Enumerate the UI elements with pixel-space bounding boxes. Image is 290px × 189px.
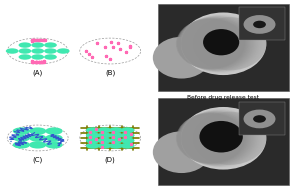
Text: (A): (A): [32, 70, 43, 76]
Ellipse shape: [181, 110, 259, 167]
Ellipse shape: [86, 132, 100, 138]
Ellipse shape: [176, 18, 246, 69]
Bar: [239, 7, 284, 40]
Text: (B): (B): [105, 70, 115, 76]
Ellipse shape: [177, 113, 247, 164]
Ellipse shape: [253, 115, 266, 123]
Ellipse shape: [45, 127, 63, 135]
Ellipse shape: [121, 138, 135, 143]
Bar: [158, 4, 289, 91]
Ellipse shape: [181, 15, 259, 72]
Ellipse shape: [179, 111, 253, 165]
Ellipse shape: [86, 143, 100, 149]
Text: Before drug release test: Before drug release test: [187, 94, 259, 99]
Ellipse shape: [153, 131, 210, 173]
Ellipse shape: [86, 127, 100, 133]
Ellipse shape: [57, 48, 70, 54]
Ellipse shape: [29, 141, 46, 149]
Ellipse shape: [178, 17, 251, 70]
Ellipse shape: [109, 127, 123, 133]
Ellipse shape: [200, 121, 243, 153]
Ellipse shape: [178, 17, 250, 70]
Ellipse shape: [180, 16, 256, 72]
Ellipse shape: [109, 143, 123, 149]
Ellipse shape: [45, 134, 63, 142]
Ellipse shape: [244, 15, 276, 34]
Ellipse shape: [13, 134, 30, 142]
Bar: [158, 98, 289, 185]
Ellipse shape: [244, 110, 276, 128]
Ellipse shape: [45, 141, 63, 149]
Ellipse shape: [193, 112, 266, 165]
Ellipse shape: [176, 113, 246, 164]
Ellipse shape: [121, 132, 135, 138]
Text: (D): (D): [105, 156, 116, 163]
Ellipse shape: [97, 138, 111, 143]
Ellipse shape: [6, 48, 19, 54]
Ellipse shape: [181, 15, 260, 73]
Ellipse shape: [97, 132, 111, 138]
Ellipse shape: [19, 48, 31, 54]
Text: (C): (C): [32, 156, 43, 163]
Ellipse shape: [19, 54, 31, 60]
Ellipse shape: [193, 17, 266, 70]
Ellipse shape: [13, 141, 30, 149]
Ellipse shape: [180, 107, 266, 170]
Ellipse shape: [182, 109, 262, 167]
Ellipse shape: [179, 111, 254, 166]
Ellipse shape: [109, 138, 123, 143]
Ellipse shape: [153, 37, 210, 79]
Ellipse shape: [179, 17, 253, 71]
Ellipse shape: [86, 138, 100, 143]
Ellipse shape: [180, 110, 258, 167]
Ellipse shape: [19, 42, 31, 48]
Ellipse shape: [177, 18, 247, 69]
Ellipse shape: [29, 127, 46, 135]
Ellipse shape: [177, 112, 249, 164]
Ellipse shape: [31, 48, 44, 54]
Ellipse shape: [44, 48, 57, 54]
Ellipse shape: [182, 14, 263, 73]
Ellipse shape: [121, 143, 135, 149]
Ellipse shape: [180, 16, 255, 71]
Ellipse shape: [180, 12, 266, 75]
Ellipse shape: [180, 111, 255, 166]
Ellipse shape: [176, 19, 245, 69]
Ellipse shape: [44, 42, 57, 48]
Ellipse shape: [13, 127, 30, 135]
Ellipse shape: [44, 54, 57, 60]
Ellipse shape: [203, 29, 239, 55]
Ellipse shape: [180, 110, 256, 166]
Ellipse shape: [121, 127, 135, 133]
Ellipse shape: [253, 21, 266, 28]
Ellipse shape: [109, 132, 123, 138]
Ellipse shape: [177, 18, 249, 70]
Ellipse shape: [178, 112, 251, 165]
Ellipse shape: [178, 112, 250, 165]
Ellipse shape: [29, 134, 46, 142]
Ellipse shape: [181, 109, 260, 167]
Ellipse shape: [97, 127, 111, 133]
Ellipse shape: [31, 54, 44, 60]
Ellipse shape: [97, 143, 111, 149]
Ellipse shape: [176, 113, 245, 163]
Ellipse shape: [182, 109, 263, 168]
Ellipse shape: [179, 17, 254, 71]
Ellipse shape: [182, 15, 262, 73]
Ellipse shape: [31, 42, 44, 48]
Ellipse shape: [180, 16, 258, 72]
Bar: [239, 102, 284, 135]
